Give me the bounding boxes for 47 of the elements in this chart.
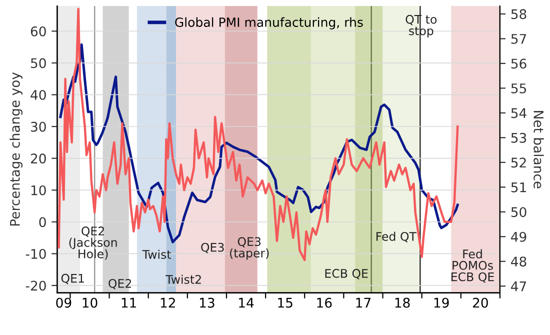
line-series bbox=[58, 8, 459, 262]
y2-tick-label: 50 bbox=[511, 207, 526, 218]
annotation: Twist2 bbox=[166, 274, 201, 284]
x-tick-label: 11 bbox=[122, 298, 136, 308]
y2-tick-label: 52 bbox=[511, 158, 526, 168]
annotation: Twist bbox=[142, 250, 172, 259]
y-tick-label: 40 bbox=[30, 90, 46, 100]
y2-tick-label: 54 bbox=[511, 108, 526, 118]
y2-tick-label: 57 bbox=[511, 34, 526, 44]
y-tick-label: 50 bbox=[31, 58, 46, 68]
y-tick-label: 20 bbox=[30, 154, 46, 164]
x-tick-label: 15 bbox=[278, 298, 292, 308]
y-tick-label: 10 bbox=[31, 185, 46, 196]
x-tick-label: 13 bbox=[200, 298, 214, 308]
x-tick-label: 18 bbox=[395, 298, 410, 308]
y-tick-label: -20 bbox=[26, 280, 46, 291]
annotation: Fed QT bbox=[376, 232, 417, 242]
x-tick-label: 12 bbox=[160, 298, 175, 308]
annotation: QE2 bbox=[108, 278, 132, 290]
y-tick-label: 0 bbox=[39, 217, 46, 228]
x-tick-label: 14 bbox=[239, 298, 254, 308]
y2-tick-label: 47 bbox=[511, 282, 526, 292]
annotation: ECB QE bbox=[325, 268, 368, 280]
y2-tick-label: 53 bbox=[511, 132, 526, 143]
y-tick-label: -10 bbox=[26, 248, 46, 259]
y2-axis-title: Net balance bbox=[534, 111, 544, 188]
x-tick-label: 17 bbox=[356, 298, 370, 308]
x-tick-label: 10 bbox=[82, 298, 98, 308]
y-tick-label: 30 bbox=[31, 122, 46, 132]
annotation: QE3 bbox=[201, 242, 224, 254]
annotation: QE1 bbox=[61, 274, 84, 284]
y2-tick-label: 48 bbox=[511, 256, 526, 267]
y2-tick-label: 58 bbox=[511, 9, 526, 20]
x-tick-label: 19 bbox=[434, 298, 449, 308]
x-tick-label: 16 bbox=[317, 298, 332, 308]
y-tick-label: 60 bbox=[30, 26, 46, 36]
y2-tick-label: 55 bbox=[511, 84, 526, 94]
x-tick-label: 09 bbox=[56, 298, 72, 308]
annotation: Fed POMOs ECB QE bbox=[452, 249, 494, 283]
y2-tick-label: 56 bbox=[511, 58, 526, 69]
annotation: QE3 (taper) bbox=[230, 237, 269, 260]
y2-tick-label: 51 bbox=[511, 182, 526, 192]
annotation: QE2 (Jackson Hole) bbox=[69, 226, 117, 260]
y2-tick-label: 49 bbox=[511, 232, 526, 242]
x-tick-label: 20 bbox=[472, 298, 488, 308]
legend-label: Global PMI manufacturing, rhs bbox=[175, 17, 363, 30]
y-axis-title: Percentage change yoy bbox=[10, 72, 22, 226]
